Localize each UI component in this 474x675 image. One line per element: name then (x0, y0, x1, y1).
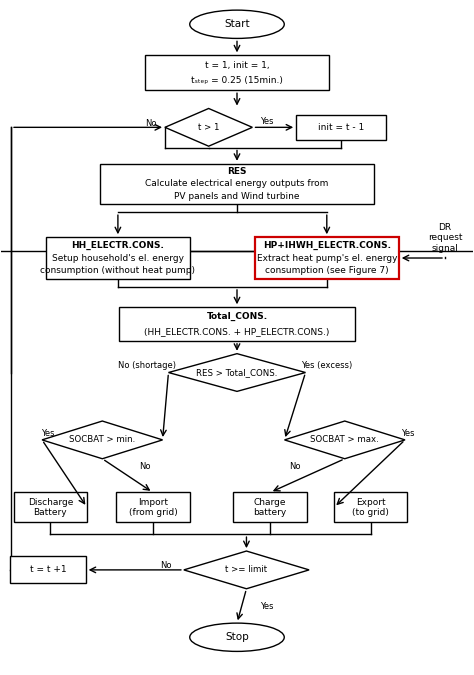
Text: t >= limit: t >= limit (226, 566, 267, 574)
Text: No: No (145, 119, 157, 128)
Text: t = t +1: t = t +1 (30, 566, 66, 574)
Text: (HH_ELECTR.CONS. + HP_ELECTR.CONS.): (HH_ELECTR.CONS. + HP_ELECTR.CONS.) (144, 327, 330, 336)
Text: Setup household's el. energy: Setup household's el. energy (52, 254, 184, 263)
Text: consumption (without heat pump): consumption (without heat pump) (40, 266, 195, 275)
Text: PV panels and Wind turbine: PV panels and Wind turbine (174, 192, 300, 200)
Text: SOCBAT > min.: SOCBAT > min. (69, 435, 136, 444)
Text: Yes: Yes (41, 429, 55, 437)
FancyBboxPatch shape (14, 493, 87, 522)
Text: Yes (excess): Yes (excess) (301, 361, 353, 371)
FancyBboxPatch shape (255, 237, 399, 279)
Text: No: No (160, 561, 172, 570)
Text: RES: RES (227, 167, 247, 176)
FancyBboxPatch shape (234, 493, 307, 522)
Text: Discharge
Battery: Discharge Battery (27, 497, 73, 517)
Polygon shape (284, 421, 405, 459)
Text: HP+IHWH_ELECTR.CONS.: HP+IHWH_ELECTR.CONS. (263, 241, 391, 250)
Text: RES > Total_CONS.: RES > Total_CONS. (196, 368, 278, 377)
Text: t > 1: t > 1 (198, 123, 219, 132)
Polygon shape (42, 421, 163, 459)
FancyBboxPatch shape (334, 493, 407, 522)
Text: t = 1, init = 1,: t = 1, init = 1, (205, 61, 269, 70)
Text: init = t - 1: init = t - 1 (318, 123, 364, 132)
Text: Calculate electrical energy outputs from: Calculate electrical energy outputs from (146, 180, 328, 188)
Text: No: No (290, 462, 301, 471)
FancyBboxPatch shape (46, 237, 190, 279)
Text: Extract heat pump's el. energy: Extract heat pump's el. energy (256, 254, 397, 263)
FancyBboxPatch shape (100, 164, 374, 204)
Text: Stop: Stop (225, 632, 249, 642)
Text: Yes: Yes (401, 429, 415, 437)
Polygon shape (165, 109, 252, 146)
Text: Import
(from grid): Import (from grid) (128, 497, 177, 517)
Text: Charge
battery: Charge battery (254, 497, 287, 517)
Polygon shape (184, 551, 309, 589)
Polygon shape (168, 354, 306, 391)
Ellipse shape (190, 623, 284, 651)
FancyBboxPatch shape (10, 556, 86, 583)
Text: tₛₜₑₚ = 0.25 (15min.): tₛₜₑₚ = 0.25 (15min.) (191, 76, 283, 85)
Text: HH_ELECTR.CONS.: HH_ELECTR.CONS. (72, 241, 164, 250)
Text: consumption (see Figure 7): consumption (see Figure 7) (265, 266, 389, 275)
Ellipse shape (190, 10, 284, 38)
Text: No: No (139, 462, 151, 471)
Text: DR
request
signal: DR request signal (428, 223, 462, 252)
Text: Total_CONS.: Total_CONS. (207, 312, 267, 321)
FancyBboxPatch shape (296, 115, 386, 140)
Text: Start: Start (224, 20, 250, 29)
FancyBboxPatch shape (119, 307, 355, 341)
Text: SOCBAT > max.: SOCBAT > max. (310, 435, 379, 444)
FancyBboxPatch shape (145, 55, 329, 90)
Text: Yes: Yes (260, 603, 273, 612)
Text: Yes: Yes (260, 117, 273, 126)
FancyBboxPatch shape (116, 493, 190, 522)
Text: No (shortage): No (shortage) (118, 361, 176, 371)
Text: Export
(to grid): Export (to grid) (352, 497, 389, 517)
